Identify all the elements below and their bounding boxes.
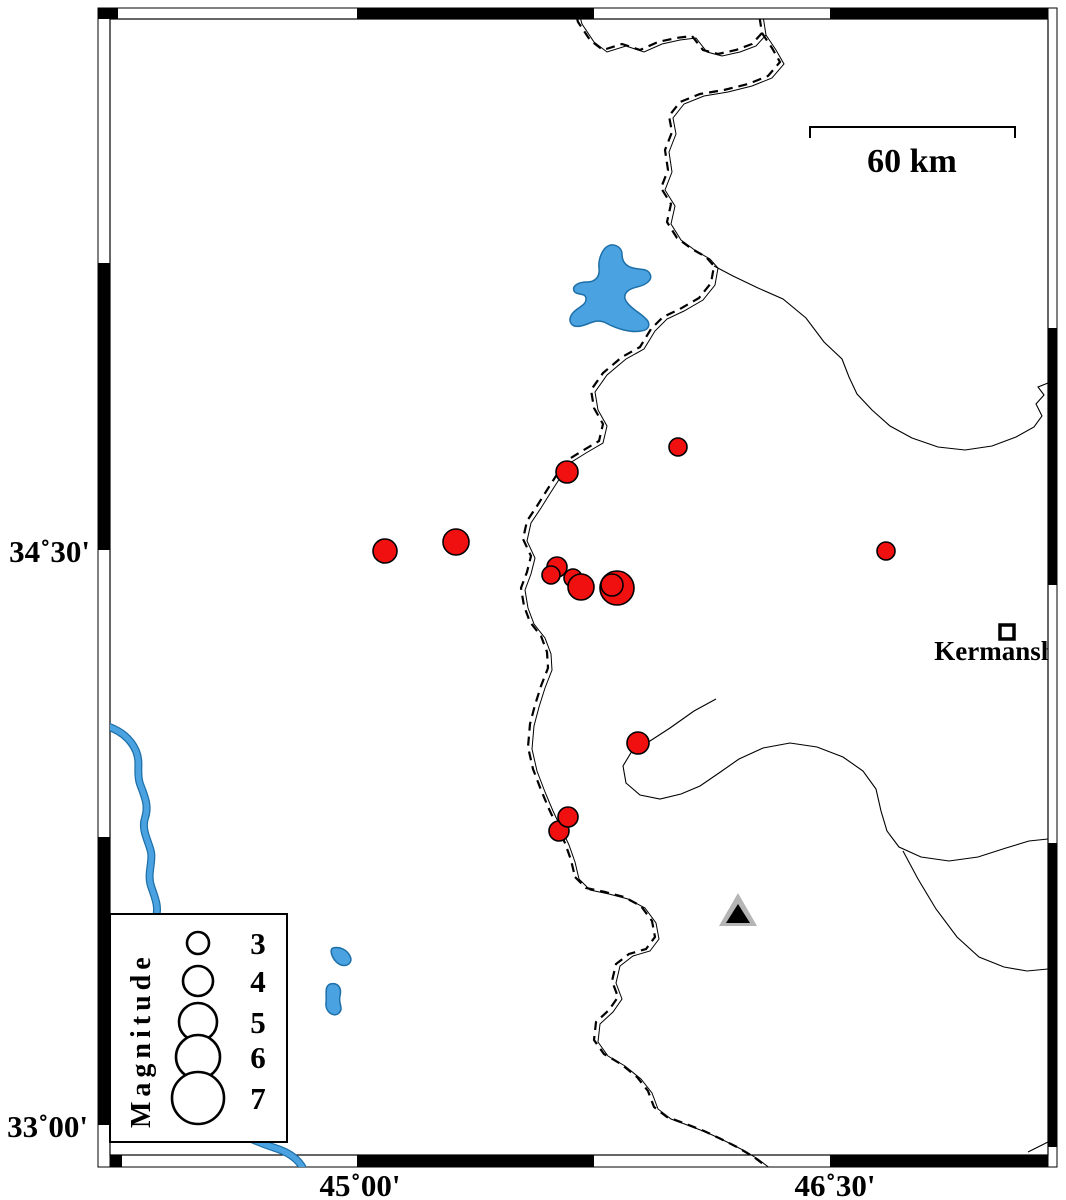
pond [330,946,352,967]
border-dashed-line [519,19,782,1167]
longitude-label: 45˚00' [320,1168,401,1200]
legend-value: 3 [250,926,266,961]
legend-value: 7 [250,1081,266,1116]
boundary-line [902,850,1048,972]
earthquake-marker [557,806,579,828]
station-triangle-icon [719,893,757,926]
frame-tile [830,1155,1048,1167]
longitude-label: 46˚30' [795,1168,876,1200]
legend-value: 6 [250,1040,266,1075]
frame-tile [110,1155,122,1167]
legend-circle [181,964,215,998]
frame-tile [1048,843,1057,1147]
frame-tile [98,263,110,550]
border-companion-line [524,19,785,1167]
lake [569,244,652,333]
frame-tile [98,8,118,19]
map-frame [97,7,1058,1168]
latitude-label: 33˚00' [7,1109,88,1144]
frame-tile [98,837,110,1125]
legend-value: 5 [250,1005,266,1040]
pond [325,982,342,1016]
scale-bar-bracket [809,126,1016,138]
frame-tile [830,8,1048,19]
earthquake-marker [541,565,561,585]
frame-tile [1048,328,1057,585]
earthquake-marker [555,460,579,484]
frame-tile [357,8,594,19]
earthquake-marker [626,731,650,755]
boundary-line [622,698,1048,862]
legend-title: Magnitude [126,952,157,1128]
latitude-label: 34˚30' [9,534,90,569]
earthquake-marker [567,573,595,601]
legend-entries: 34 56 7 [170,926,266,1126]
earthquake-marker [372,538,398,564]
boundary-line [713,265,1048,451]
legend-circle [170,1070,226,1126]
scale-bar-label: 60 km [867,143,957,180]
boundary-line [1027,1141,1048,1153]
earthquake-marker [668,437,688,457]
earthquake-marker [600,573,624,597]
magnitude-legend: Magnitude 34 56 7 [109,913,288,1143]
frame-inner-line [109,18,1049,1156]
legend-circle [185,930,211,956]
scale-bar: 60 km [809,126,1016,180]
station-triangle-inner [726,904,750,923]
legend-value: 4 [250,964,266,999]
city-label: Kermansh [934,636,1056,666]
earthquake-layer [372,437,896,842]
frame-tile [357,1155,594,1167]
city-marker [998,623,1016,641]
earthquake-marker [442,528,470,556]
earthquake-marker [876,541,896,561]
